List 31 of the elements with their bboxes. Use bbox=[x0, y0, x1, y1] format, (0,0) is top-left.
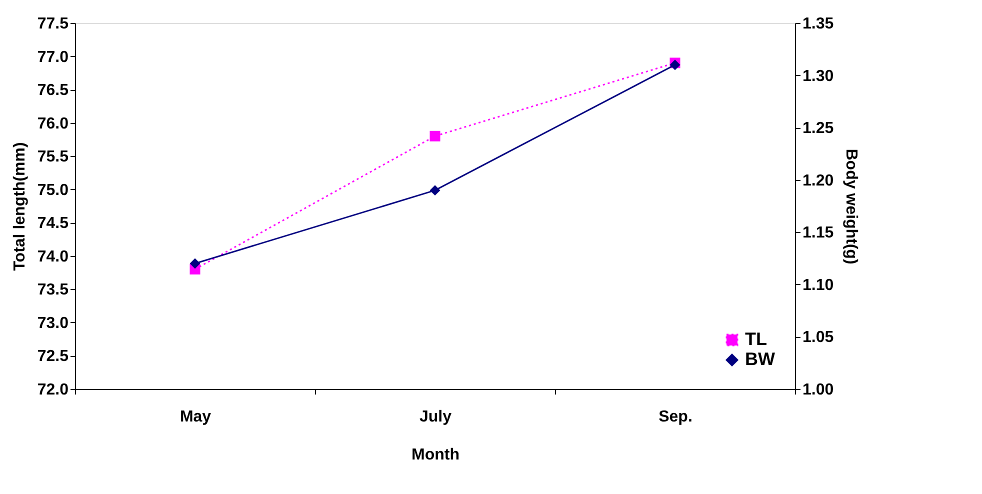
y-tick-label: 76.5 bbox=[37, 82, 69, 100]
point bbox=[430, 130, 440, 142]
legend-label: TL bbox=[745, 329, 767, 349]
y2-tick-label: 1.35 bbox=[802, 16, 834, 32]
y-tick-label: 76.0 bbox=[37, 115, 69, 132]
y-tick-label: 72.0 bbox=[37, 382, 69, 398]
y2-tick-label: 1.00 bbox=[802, 382, 834, 398]
y2-axis-title: Body weight(g) bbox=[842, 148, 860, 264]
y-tick-label: 74.5 bbox=[37, 215, 69, 232]
y2-tick-label: 1.25 bbox=[802, 120, 834, 138]
y-tick-label: 75.5 bbox=[37, 148, 69, 166]
y-tick-label: 73.5 bbox=[37, 282, 69, 299]
x-tick-label: July bbox=[419, 408, 452, 426]
y2-tick-label: 1.20 bbox=[802, 172, 834, 190]
y-tick-label: 72.5 bbox=[37, 348, 69, 366]
y2-tick-label: 1.10 bbox=[802, 276, 834, 294]
y2-tick-label: 1.15 bbox=[802, 224, 834, 242]
x-tick-label: Sep. bbox=[658, 408, 692, 426]
legend-label: BW bbox=[745, 349, 775, 369]
x-tick-label: May bbox=[180, 408, 212, 426]
y-tick-label: 77.0 bbox=[37, 48, 69, 66]
point bbox=[430, 185, 440, 196]
y-tick-label: 77.5 bbox=[37, 16, 69, 32]
y2-tick-label: 1.05 bbox=[802, 329, 834, 346]
x-axis-title: Month bbox=[412, 446, 460, 464]
y-tick-label: 73.0 bbox=[37, 314, 69, 332]
y2-tick-label: 1.30 bbox=[802, 68, 834, 85]
y-axis-title: Total length(mm) bbox=[11, 142, 28, 271]
y-tick-label: 74.0 bbox=[37, 248, 69, 266]
point bbox=[190, 258, 200, 269]
y-tick-label: 75.0 bbox=[37, 182, 69, 199]
